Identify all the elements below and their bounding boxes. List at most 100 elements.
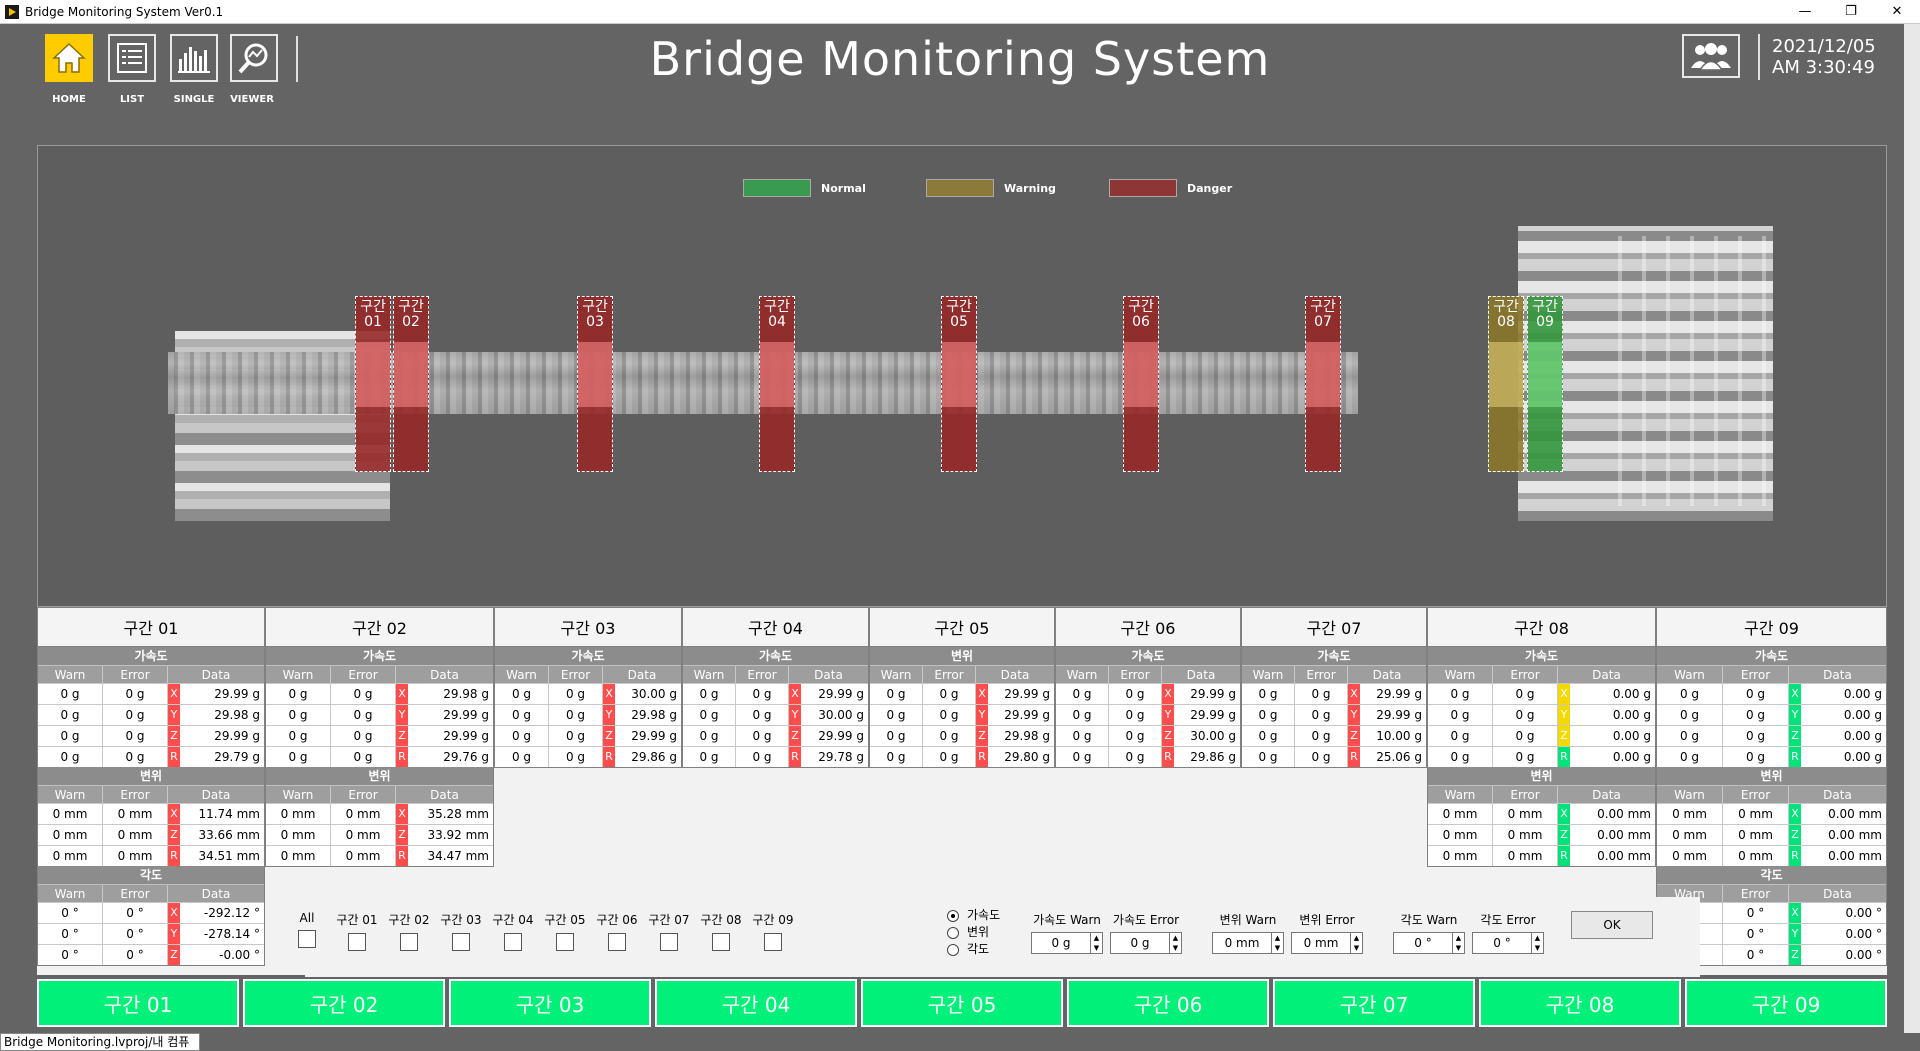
warn-value: 0 g: [1242, 684, 1295, 704]
checkbox-box[interactable]: [764, 933, 782, 951]
warn-value: 0 g: [870, 747, 923, 767]
viewer-button[interactable]: [230, 34, 278, 82]
threshold-spinner: 각도 Error 0 ° ▲ ▼: [1472, 911, 1544, 954]
error-value: 0 g: [103, 726, 168, 746]
warn-value: 0 g: [495, 726, 549, 746]
segment-button-03[interactable]: 구간 03: [449, 979, 651, 1027]
radio-displacement[interactable]: 변위: [947, 924, 1000, 941]
segment-label: 구간 04: [764, 299, 790, 330]
checkbox-box[interactable]: [608, 933, 626, 951]
radio-acceleration[interactable]: 가속도: [947, 907, 1000, 924]
checkbox-segment-02[interactable]: 구간 02: [383, 911, 435, 951]
checkbox-segment-01[interactable]: 구간 01: [331, 911, 383, 951]
single-button[interactable]: [170, 34, 218, 82]
checkbox-segment-07[interactable]: 구간 07: [643, 911, 695, 951]
list-button[interactable]: [108, 34, 156, 82]
warn-value: 0 mm: [1657, 846, 1723, 866]
users-button[interactable]: [1682, 34, 1740, 78]
checkbox-segment-06[interactable]: 구간 06: [591, 911, 643, 951]
checkbox-all[interactable]: All: [281, 911, 333, 948]
home-button[interactable]: [45, 34, 93, 82]
axis-indicator: Z: [1162, 726, 1174, 746]
segment-marker-07[interactable]: 구간 07: [1305, 296, 1341, 472]
checkbox-box[interactable]: [712, 933, 730, 951]
checkbox-box[interactable]: [298, 930, 316, 948]
checkbox-box[interactable]: [660, 933, 678, 951]
axis-indicator: Y: [1789, 924, 1801, 944]
segment-button-05[interactable]: 구간 05: [861, 979, 1063, 1027]
segment-marker-04[interactable]: 구간 04: [759, 296, 795, 472]
segment-marker-01[interactable]: 구간 01: [355, 296, 391, 472]
checkbox-box[interactable]: [348, 933, 366, 951]
segment-marker-05[interactable]: 구간 05: [941, 296, 977, 472]
segment-button-07[interactable]: 구간 07: [1273, 979, 1475, 1027]
segment-marker-02[interactable]: 구간 02: [393, 296, 429, 472]
segment-button-04[interactable]: 구간 04: [655, 979, 857, 1027]
data-value: 0.00 °: [1845, 948, 1882, 962]
data-value: 29.99 g: [631, 729, 677, 743]
checkbox-box[interactable]: [504, 933, 522, 951]
segment-marker-09[interactable]: 구간 09: [1527, 296, 1563, 472]
segment-marker-08[interactable]: 구간 08: [1488, 296, 1524, 472]
column-header: Warn Error Data: [266, 785, 493, 803]
segment-button-09[interactable]: 구간 09: [1685, 979, 1887, 1027]
window-titlebar: Bridge Monitoring System Ver0.1 — ❐ ✕: [0, 0, 1920, 24]
col-error: Error: [1295, 666, 1348, 683]
spinner-input[interactable]: 0 g ▲ ▼: [1031, 932, 1103, 954]
data-value: -292.12 °: [203, 906, 260, 920]
axis-indicator: Y: [1789, 705, 1801, 725]
checkbox-segment-08[interactable]: 구간 08: [695, 911, 747, 951]
segment-button-02[interactable]: 구간 02: [243, 979, 445, 1027]
spinner-input[interactable]: 0 mm ▲ ▼: [1291, 932, 1363, 954]
spinner-input[interactable]: 0 g ▲ ▼: [1110, 932, 1182, 954]
checkbox-segment-03[interactable]: 구간 03: [435, 911, 487, 951]
close-button[interactable]: ✕: [1891, 4, 1903, 19]
col-data: Data: [201, 788, 231, 802]
minimize-button[interactable]: —: [1798, 4, 1812, 19]
axis-indicator: X: [603, 684, 615, 704]
col-error: Error: [103, 666, 168, 683]
segment-button-01[interactable]: 구간 01: [37, 979, 239, 1027]
checkbox-segment-09[interactable]: 구간 09: [747, 911, 799, 951]
error-value: 0 g: [1493, 684, 1558, 704]
axis-indicator: Z: [1789, 945, 1801, 965]
segment-button-06[interactable]: 구간 06: [1067, 979, 1269, 1027]
checkbox-box[interactable]: [400, 933, 418, 951]
spinner-arrows-icon[interactable]: ▲ ▼: [1350, 933, 1362, 953]
spinner-arrows-icon[interactable]: ▲ ▼: [1452, 933, 1464, 953]
segment-marker-06[interactable]: 구간 06: [1123, 296, 1159, 472]
checkbox-segment-04[interactable]: 구간 04: [487, 911, 539, 951]
data-value: 0.00 g: [1612, 750, 1651, 764]
group-title: 각도: [38, 866, 264, 884]
column-header: Warn Error Data: [870, 665, 1054, 683]
table-row: 0 mm 0 mm Z 0.00 mm: [1428, 824, 1655, 845]
col-error: Error: [1723, 666, 1789, 683]
checkbox-segment-05[interactable]: 구간 05: [539, 911, 591, 951]
spinner-input[interactable]: 0 ° ▲ ▼: [1472, 932, 1544, 954]
checkbox-box[interactable]: [556, 933, 574, 951]
restore-button[interactable]: ❐: [1845, 4, 1857, 19]
spinner-input[interactable]: 0 mm ▲ ▼: [1212, 932, 1284, 954]
radio-angle[interactable]: 각도: [947, 941, 1000, 958]
spinner-arrows-icon[interactable]: ▲ ▼: [1090, 933, 1102, 953]
col-data: Data: [627, 668, 657, 682]
ok-button[interactable]: OK: [1571, 911, 1653, 939]
spinner-arrows-icon[interactable]: ▲ ▼: [1531, 933, 1543, 953]
vertical-scrollbar[interactable]: [1904, 24, 1920, 1033]
table-row: 0 mm 0 mm R 0.00 mm: [1657, 845, 1886, 866]
checkbox-box[interactable]: [452, 933, 470, 951]
spinner-input[interactable]: 0 ° ▲ ▼: [1393, 932, 1465, 954]
spinner-arrows-icon[interactable]: ▲ ▼: [1169, 933, 1181, 953]
warn-value: 0 g: [495, 747, 549, 767]
spinner-arrows-icon[interactable]: ▲ ▼: [1271, 933, 1283, 953]
checkbox-label: 구간 01: [336, 913, 378, 927]
segment-button-08[interactable]: 구간 08: [1479, 979, 1681, 1027]
checkbox-label: 구간 09: [752, 913, 794, 927]
segment-marker-03[interactable]: 구간 03: [577, 296, 613, 472]
section-title: 구간 06: [1056, 608, 1240, 647]
